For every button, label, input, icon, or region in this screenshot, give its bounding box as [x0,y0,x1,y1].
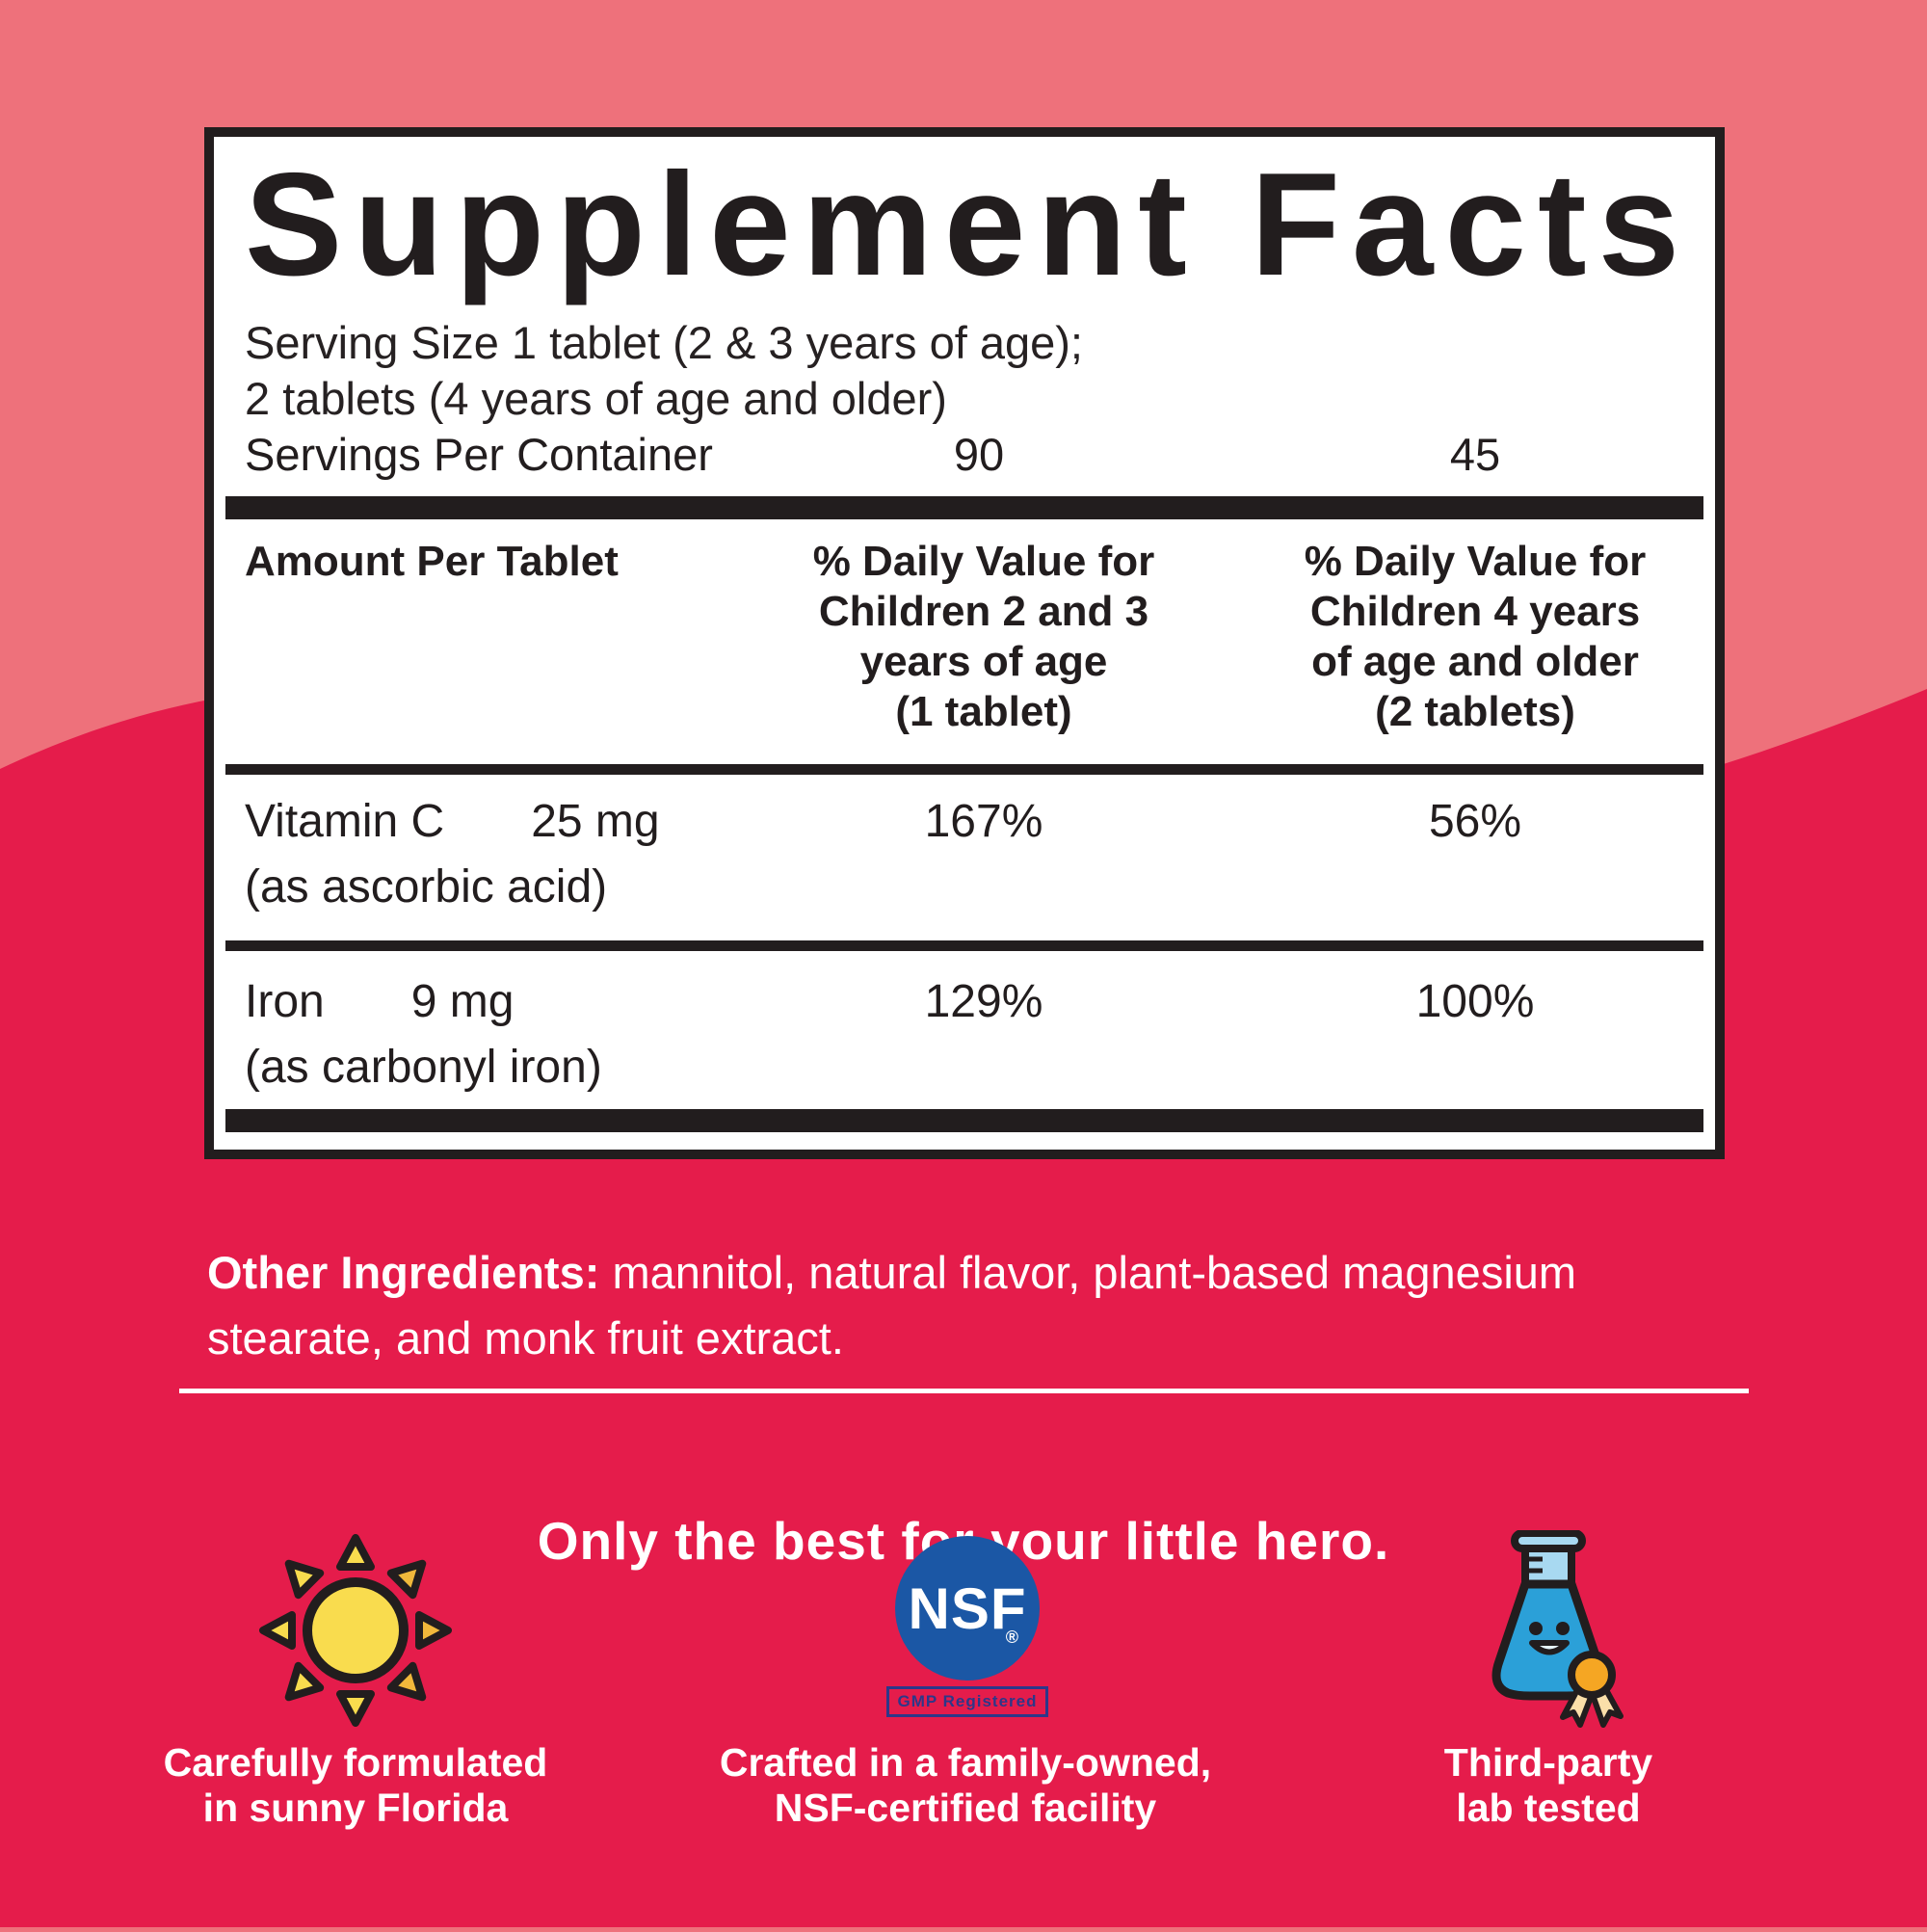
nsf-icon: NSF ® [895,1536,1040,1681]
nutrient-dv-children-4-plus: 100% [1415,976,1535,1028]
caption-nsf-facility: Crafted in a family-owned, NSF-certified… [719,1740,1212,1830]
registered-mark: ® [1005,1628,1018,1647]
thick-divider-bottom [225,1109,1703,1133]
nutrient-row-vitamin-c: Vitamin C 25 mg 167% 56% (as ascorbic ac… [245,796,1684,913]
nsf-badge: NSF ® GMP Registered [871,1536,1064,1717]
gmp-registered-box: GMP Registered [886,1686,1048,1717]
nutrient-dv-children-2-3: 129% [924,976,1043,1028]
sun-icon [259,1534,452,1727]
nutrient-dv-children-4-plus: 56% [1428,796,1522,848]
nsf-logo-text: NSF [908,1575,1027,1641]
servings-per-container-label: Servings Per Container [245,429,713,481]
row-divider [225,940,1703,952]
header-amount-per-tablet: Amount Per Tablet [245,538,619,586]
servings-count-2-tablets: 45 [1449,429,1501,481]
caption-formulated-florida: Carefully formulated in sunny Florida [163,1740,548,1830]
nutrient-amount: 9 mg [410,976,515,1028]
other-ingredients-text: mannitol, natural flavor, plant-based ma… [207,1247,1577,1363]
serving-info: Serving Size 1 tablet (2 & 3 years of ag… [245,315,1684,483]
thick-divider-top [225,496,1703,520]
serving-size-line1: Serving Size 1 tablet (2 & 3 years of ag… [245,317,1083,369]
servings-count-1-tablet: 90 [953,429,1005,481]
panel-title: Supplement Facts [245,143,1692,306]
nutrient-name: Vitamin C [245,796,445,848]
header-dv-children-4-plus: % Daily Value for Children 4 years of ag… [1304,538,1647,736]
serving-size-line2: 2 tablets (4 years of age and older) [245,373,947,425]
other-ingredients: Other Ingredients: mannitol, natural fla… [207,1240,1739,1371]
supplement-facts-panel: Supplement Facts Serving Size 1 tablet (… [204,127,1725,1159]
table-header-row: Amount Per Tablet % Daily Value for Chil… [245,537,1684,737]
row-divider [225,764,1703,776]
caption-lab-tested: Third-party lab tested [1443,1740,1653,1830]
servings-per-container-row: Servings Per Container 90 45 [245,427,1684,483]
nutrient-name: Iron [245,976,325,1028]
header-dv-children-2-3: % Daily Value for Children 2 and 3 years… [812,538,1155,736]
nutrient-source: (as ascorbic acid) [245,861,608,913]
nutrient-row-iron: Iron 9 mg 129% 100% (as carbonyl iron) [245,976,1684,1094]
section-divider-line [179,1389,1749,1393]
nutrient-dv-children-2-3: 167% [924,796,1043,848]
other-ingredients-label: Other Ingredients: [207,1247,600,1298]
nutrient-source: (as carbonyl iron) [245,1042,602,1094]
nutrient-amount: 25 mg [531,796,660,848]
flask-icon [1466,1529,1630,1733]
